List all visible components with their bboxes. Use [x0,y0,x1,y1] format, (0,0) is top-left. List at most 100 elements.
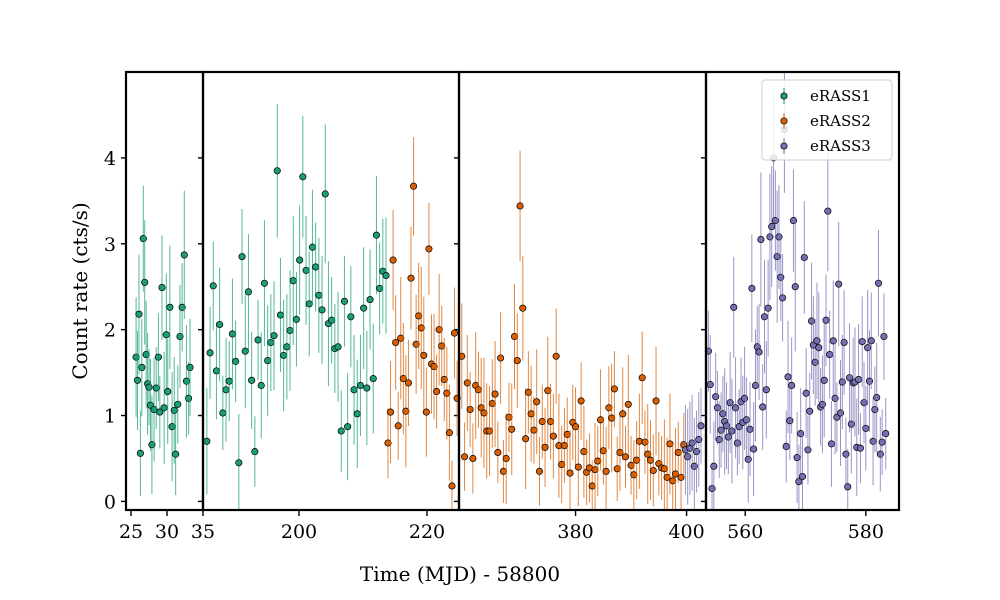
eRASS2-point [461,453,469,461]
eRASS2-point [502,454,510,463]
eRASS3-point [800,253,808,262]
x-tick-label: 560 [727,521,763,543]
eRASS2-point [508,425,516,433]
eRASS1-point [160,404,168,412]
eRASS2-point [666,440,674,448]
eRASS1-point [142,351,150,359]
eRASS2-point [630,471,638,479]
y-tick-label: 1 [104,406,116,428]
eRASS2-point [541,443,549,451]
eRASS1-point [232,357,240,365]
eRASS1-point [286,326,294,335]
legend-label-eRASS1: eRASS1 [810,87,871,105]
eRASS1-point [340,297,348,305]
eRASS1-point [185,394,193,402]
eRASS2-point [572,423,580,431]
eRASS1-point [334,343,342,351]
eRASS3-point [858,338,866,346]
x-axis-label: Time (MJD) - 58800 [360,562,560,586]
eRASS2-point [644,450,652,458]
eRASS1-point [273,167,281,175]
eRASS2-point [549,432,557,440]
eRASS3-point [827,440,836,448]
eRASS2-point [430,363,438,371]
legend-swatch-eRASS2 [780,117,788,125]
eRASS2-point [384,439,392,447]
eRASS2-point [466,405,474,414]
eRASS3-point [784,373,792,381]
eRASS3-point [824,207,832,215]
marks-layer [132,72,890,510]
eRASS1-point [148,441,156,449]
eRASS1-point [312,263,320,271]
eRASS1-point [280,351,288,359]
x-tick-label: 200 [281,521,317,543]
x-tick-label: 25 [119,521,143,543]
eRASS2-point [394,422,402,430]
eRASS1-point [156,408,164,416]
eRASS1-point [292,315,300,323]
eRASS2-point [533,398,541,406]
eRASS2-point [494,448,502,457]
x-tick-label: 220 [409,521,445,543]
eRASS3-point [855,375,863,384]
eRASS1-point [360,304,368,312]
eRASS1-point [305,300,313,308]
y-tick-label: 4 [104,148,116,170]
eRASS3-point [878,438,886,446]
eRASS2-point [616,448,624,457]
eRASS1-point [328,316,336,324]
eRASS3-point [840,338,848,347]
eRASS2-point [610,385,618,393]
eRASS2-point [448,482,456,490]
eRASS3-point [764,304,772,312]
eRASS1-point [136,449,144,457]
eRASS3-point [862,424,870,432]
y-axis-label: Count rate (cts/s) [68,202,92,379]
eRASS1-point [133,376,142,384]
eRASS1-point [139,235,147,243]
eRASS2-point [627,461,635,469]
eRASS2-point [646,456,655,464]
eRASS3-point [802,389,810,397]
eRASS1-point [363,384,371,392]
eRASS2-point [389,256,397,264]
eRASS2-point [624,400,632,408]
eRASS2-point [677,473,685,481]
eRASS3-point [844,483,852,491]
y-tick-label: 0 [104,491,116,513]
eRASS3-point [791,283,799,291]
eRASS1-point [315,291,323,299]
eRASS2-point [547,417,555,426]
eRASS2-point [469,454,477,463]
eRASS2-point [552,352,560,360]
eRASS3-point [755,348,763,356]
y-tick-label: 3 [104,234,116,256]
eRASS2-point [577,397,585,405]
eRASS3-point [746,425,754,433]
eRASS3-point [829,337,837,345]
eRASS3-point [732,404,740,412]
eRASS3-point [688,439,696,447]
eRASS1-point [216,320,224,329]
eRASS3-point [684,453,692,461]
eRASS2-point [480,409,488,417]
eRASS3-point [880,332,888,341]
eRASS2-point [674,448,682,457]
eRASS1-point [206,349,214,357]
eRASS3-point [706,381,714,389]
eRASS2-point [594,457,602,465]
eRASS2-point [519,304,527,312]
eRASS1-point [248,376,256,384]
eRASS1-point [172,450,180,458]
eRASS3-point [820,376,828,384]
eRASS1-point [238,253,246,261]
x-tick-label: 400 [668,521,704,543]
eRASS3-point [788,381,796,390]
eRASS1-point [276,311,284,319]
eRASS2-point [422,408,430,416]
eRASS2-point [497,354,505,362]
eRASS2-point [633,456,641,464]
eRASS1-point [158,284,166,292]
